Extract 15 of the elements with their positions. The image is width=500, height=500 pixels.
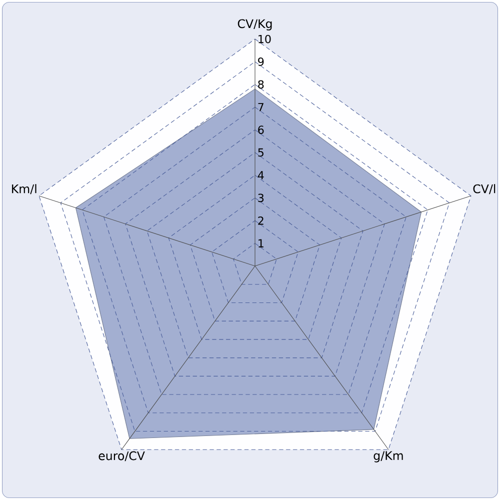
- y-tick-label: 6: [258, 126, 264, 134]
- spoke-label: euro/CV: [98, 451, 145, 462]
- y-tick-label: 3: [258, 194, 264, 202]
- y-tick-label: 7: [258, 103, 264, 112]
- y-tick-label: 1: [258, 239, 264, 248]
- y-tick-label: 5: [258, 148, 264, 157]
- spoke-label: Km/l: [12, 184, 36, 194]
- y-tick-label: 10: [258, 34, 271, 44]
- y-tick-label: 2: [258, 216, 264, 225]
- spoke-label: CV/Kg: [238, 19, 272, 30]
- spoke-label: g/Km: [374, 451, 403, 462]
- y-tick-label: 9: [258, 58, 264, 66]
- spoke-label: CV/l: [473, 184, 496, 194]
- y-tick-label: 4: [258, 171, 264, 180]
- y-tick-label: 8: [258, 80, 264, 89]
